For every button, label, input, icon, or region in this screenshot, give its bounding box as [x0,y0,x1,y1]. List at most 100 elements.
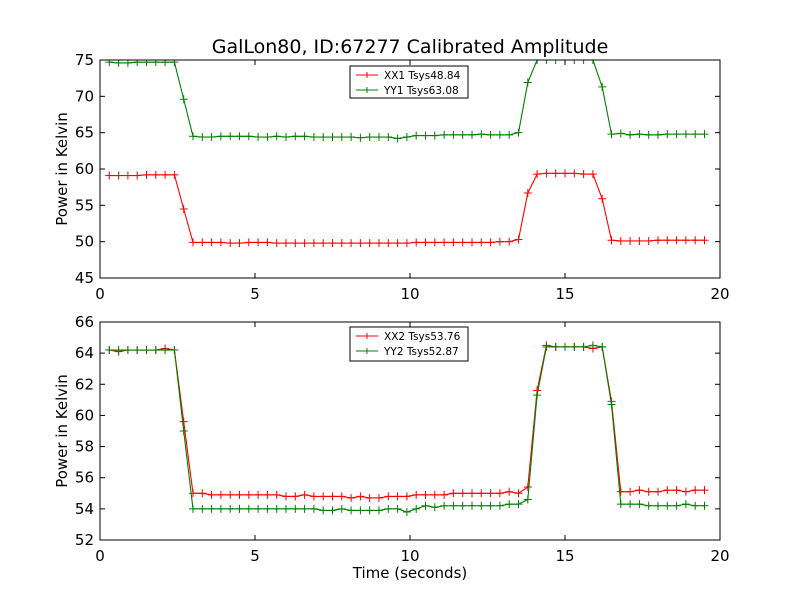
data-point [421,131,430,140]
data-point [486,501,495,510]
x-tick-label: 15 [555,285,574,303]
data-point [691,486,700,495]
y-tick-label: 58 [75,438,94,456]
y-tick-label: 52 [75,531,94,549]
data-point [551,342,560,351]
data-point [477,238,486,247]
data-point [272,239,281,248]
data-point [170,346,179,355]
data-point [430,131,439,140]
data-point [635,130,644,139]
data-point [393,492,402,501]
data-point [598,342,607,351]
data-point [123,171,132,180]
data-point [672,501,681,510]
x-tick-label: 20 [710,285,729,303]
data-point [505,500,514,509]
data-point [170,170,179,179]
data-point [598,82,607,91]
data-point [226,239,235,248]
data-point [161,60,170,67]
data-point [291,504,300,513]
data-point [514,489,523,498]
data-point [579,170,588,179]
data-point [402,507,411,516]
data-point [216,490,225,499]
data-point [449,501,458,510]
data-point [309,492,318,501]
data-point [607,400,616,409]
data-point [468,501,476,510]
legend-entry-2: YY2 Tsys52.87 [356,346,459,358]
data-point [477,501,486,510]
data-point [588,341,597,350]
data-point [561,169,569,178]
data-point [495,130,504,139]
data-point [300,490,309,499]
data-point [300,132,309,141]
data-point [189,489,197,498]
data-point [654,501,662,510]
data-point [635,236,644,245]
data-point [161,346,170,355]
data-point [505,487,514,496]
data-point [142,346,151,355]
x-tick-label: 10 [400,547,419,565]
data-point [263,133,272,142]
data-point [588,60,597,64]
data-point [328,506,337,515]
data-point [440,238,449,247]
legend-label: XX2 Tsys53.76 [384,331,461,343]
data-point [207,490,216,499]
data-point [440,130,449,139]
data-point [328,492,337,501]
data-point [654,487,662,496]
data-point [189,132,197,141]
data-point [393,134,402,143]
data-point [486,489,495,498]
y-tick-label: 54 [75,500,94,518]
data-point [523,188,532,197]
data-point [375,506,383,515]
data-point [207,238,216,247]
data-point [254,238,263,247]
data-point [393,504,402,513]
data-point [337,492,346,501]
data-point [151,60,160,67]
y-tick-label: 64 [75,344,94,362]
data-point [421,501,430,510]
data-point [282,504,290,513]
data-point [579,60,588,64]
data-point [616,236,625,245]
data-point [691,130,700,139]
data-point [458,130,467,139]
data-point [282,492,290,501]
data-point [272,132,281,141]
data-point [216,504,225,513]
data-point [440,501,449,510]
data-point [356,239,365,248]
data-point [551,60,560,64]
data-point [421,490,430,499]
data-point [654,236,662,245]
data-point [421,238,430,247]
data-point [533,60,542,64]
y-tick-label: 62 [75,375,94,393]
data-point [523,495,532,504]
data-point [319,133,328,142]
data-point [347,239,356,248]
data-point [179,417,188,426]
data-point [105,60,114,67]
legend-swatch-marker [364,72,370,78]
data-point [300,239,309,248]
data-point [244,132,253,141]
data-point [384,492,393,501]
data-point [114,171,123,180]
y-axis-label: Power in Kelvin [53,374,71,488]
data-point [644,501,653,510]
data-point [179,427,188,435]
data-point [468,130,476,139]
y-tick-label: 75 [75,51,94,69]
y-tick-label: 55 [75,196,94,214]
data-point [533,170,542,179]
